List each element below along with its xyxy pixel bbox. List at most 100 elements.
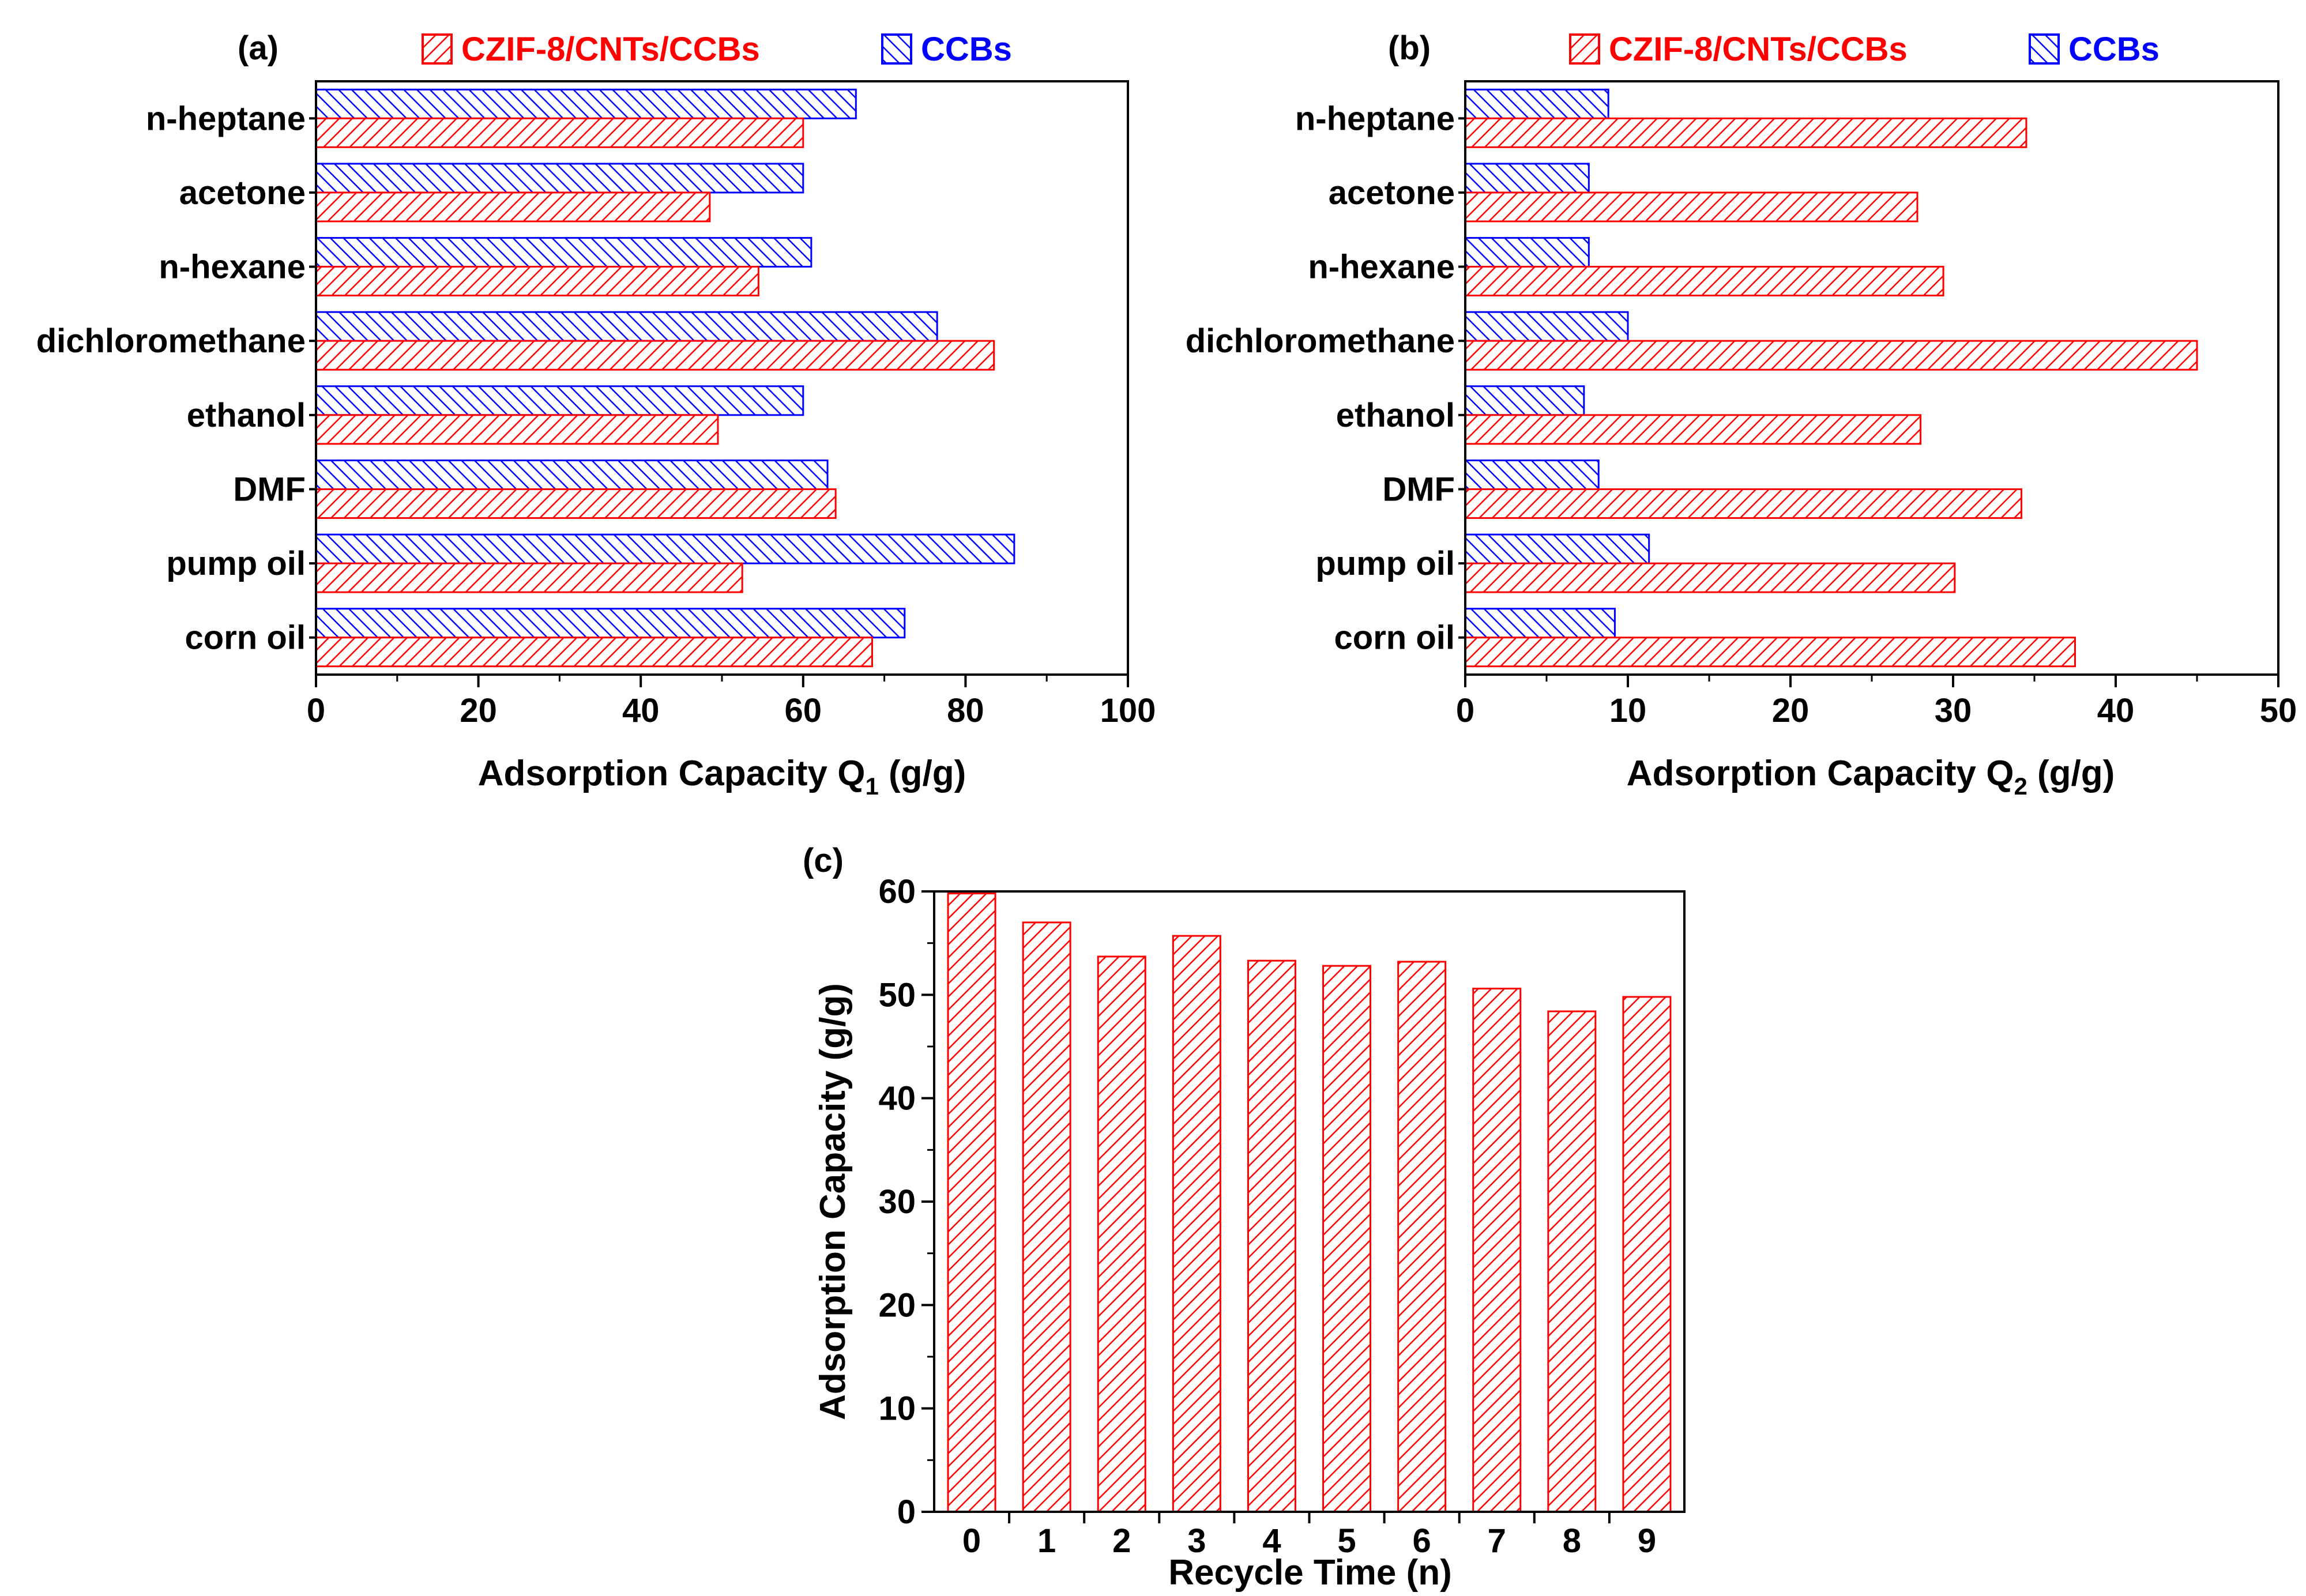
bar-ccbs-dichloromethane	[315, 311, 938, 342]
panel-a-label: (a)	[238, 29, 279, 67]
legend-label-ccbs: CCBs	[921, 31, 1012, 68]
x-tick-label: 8	[1563, 1522, 1581, 1560]
y-tick-label: 10	[878, 1390, 916, 1428]
bar-recycle-2	[1097, 955, 1146, 1513]
bar-recycle-9	[1622, 996, 1672, 1513]
panel-c-bars	[947, 893, 1672, 1513]
bar-recycle-1	[1022, 921, 1071, 1513]
bar-recycle-4	[1247, 959, 1296, 1513]
x-tick-label: 80	[947, 692, 984, 729]
category-label: pump oil	[1315, 545, 1455, 582]
category-label: DMF	[1382, 470, 1455, 508]
x-tick-label: 30	[1935, 692, 1972, 729]
y-tick-label: 30	[878, 1183, 916, 1221]
chart-panel-b: (b) CZIF-8/CNTs/CCBs CCBs n-heptane aceto…	[1186, 29, 2297, 800]
panel-c-y-ticks: 0 10 20 30 40 50 60	[878, 873, 1611, 1531]
bar-ccbs-DMF	[315, 459, 829, 490]
category-label: n-heptane	[1295, 100, 1455, 137]
legend-label-ccbs: CCBs	[2068, 31, 2160, 68]
bar-czif-pump-oil	[1464, 562, 1956, 593]
y-tick-label: 20	[878, 1286, 916, 1324]
panel-b-legend: CZIF-8/CNTs/CCBs CCBs	[1569, 31, 2160, 68]
bar-czif-dichloromethane	[315, 340, 995, 371]
panel-b-x-axis-label: Adsorption Capacity Q2 (g/g)	[1627, 754, 2115, 800]
bar-czif-ethanol	[315, 414, 719, 445]
x-tick-label: 9	[1638, 1522, 1656, 1560]
bar-czif-corn-oil	[315, 637, 873, 668]
chart-panel-c: (c) 0 1 2 3 4 5 6 7 8 9 0 10 20 30 40 50 60 Recycle Tim…	[803, 842, 1686, 1593]
category-label: dichloromethane	[36, 322, 306, 360]
x-tick-label: 100	[1100, 692, 1156, 729]
category-label: n-hexane	[159, 249, 306, 286]
bar-recycle-5	[1322, 965, 1372, 1513]
panel-a-x-ticks: 0 20 40 60 80 100	[307, 117, 1156, 729]
bar-czif-acetone	[315, 191, 711, 223]
panel-c-y-axis-label: Adsorption Capacity (g/g)	[813, 983, 853, 1420]
bar-ccbs-DMF	[1464, 459, 1600, 490]
panel-a-bars	[315, 88, 1015, 668]
panel-a-plot-frame	[315, 80, 1129, 676]
bar-recycle-8	[1547, 1010, 1597, 1513]
category-label: dichloromethane	[1186, 322, 1455, 360]
x-tick-label: 0	[307, 692, 325, 729]
panel-c-label: (c)	[803, 842, 844, 879]
bar-czif-dichloromethane	[1464, 340, 2198, 371]
bar-ccbs-n-hexane	[1464, 237, 1590, 268]
legend-swatch-ccbs	[881, 33, 912, 65]
x-tick-label: 2	[1112, 1522, 1131, 1560]
panel-b-bars	[1464, 88, 2198, 668]
bar-czif-n-hexane	[315, 266, 759, 297]
bar-ccbs-n-heptane	[315, 88, 857, 119]
bar-czif-n-heptane	[315, 117, 804, 148]
category-label: n-hexane	[1308, 249, 1455, 286]
bar-czif-DMF	[315, 488, 837, 519]
bar-recycle-7	[1472, 988, 1522, 1513]
legend-label-czif: CZIF-8/CNTs/CCBs	[1609, 31, 1908, 68]
category-label: n-heptane	[146, 100, 306, 137]
bar-czif-n-hexane	[1464, 266, 1944, 297]
bar-recycle-0	[947, 893, 996, 1513]
x-tick-label: 5	[1337, 1522, 1356, 1560]
bar-czif-DMF	[1464, 488, 2022, 519]
x-tick-label: 40	[622, 692, 660, 729]
x-tick-label: 1	[1037, 1522, 1056, 1560]
bar-ccbs-corn-oil	[315, 608, 906, 639]
x-tick-label: 20	[460, 692, 497, 729]
panel-b-x-ticks: 0 10 20 30 40 50	[1456, 117, 2297, 729]
y-tick-label: 40	[878, 1080, 916, 1117]
x-tick-label: 40	[2097, 692, 2135, 729]
y-tick-label: 60	[878, 873, 916, 910]
x-tick-label: 3	[1187, 1522, 1206, 1560]
y-tick-label: 50	[878, 976, 916, 1014]
bar-czif-ethanol	[1464, 414, 1922, 445]
panel-b-category-labels: n-heptane acetone n-hexane dichloromethane e…	[1186, 100, 1455, 656]
x-tick-label: 60	[785, 692, 822, 729]
y-tick-label: 0	[897, 1493, 916, 1531]
legend-swatch-czif	[422, 33, 453, 65]
chart-panel-a: (a) CZIF-8/CNTs/CCBs CCBs n-heptane aceto…	[36, 29, 1156, 800]
x-tick-label: 0	[962, 1522, 981, 1560]
panel-a-x-axis-label: Adsorption Capacity Q1 (g/g)	[478, 754, 966, 800]
x-tick-label: 7	[1488, 1522, 1506, 1560]
category-label: ethanol	[1336, 397, 1455, 434]
bar-ccbs-acetone	[1464, 163, 1590, 194]
bar-recycle-3	[1172, 935, 1221, 1513]
x-tick-label: 6	[1413, 1522, 1431, 1560]
category-label: acetone	[1329, 174, 1455, 212]
bar-ccbs-ethanol	[315, 385, 804, 416]
bar-ccbs-pump-oil	[1464, 533, 1650, 564]
panel-b-label: (b)	[1388, 29, 1431, 67]
category-label: acetone	[179, 174, 306, 212]
bar-ccbs-corn-oil	[1464, 608, 1616, 639]
bar-czif-acetone	[1464, 191, 1918, 223]
panel-b-plot-frame	[1464, 80, 2279, 676]
bar-ccbs-n-heptane	[1464, 88, 1609, 119]
panel-c-x-axis-label: Recycle Time (n)	[1168, 1553, 1452, 1593]
bar-ccbs-pump-oil	[315, 533, 1015, 564]
bar-czif-pump-oil	[315, 562, 743, 593]
bar-czif-corn-oil	[1464, 637, 2076, 668]
bar-ccbs-ethanol	[1464, 385, 1585, 416]
bar-ccbs-dichloromethane	[1464, 311, 1629, 342]
x-tick-label: 20	[1772, 692, 1810, 729]
